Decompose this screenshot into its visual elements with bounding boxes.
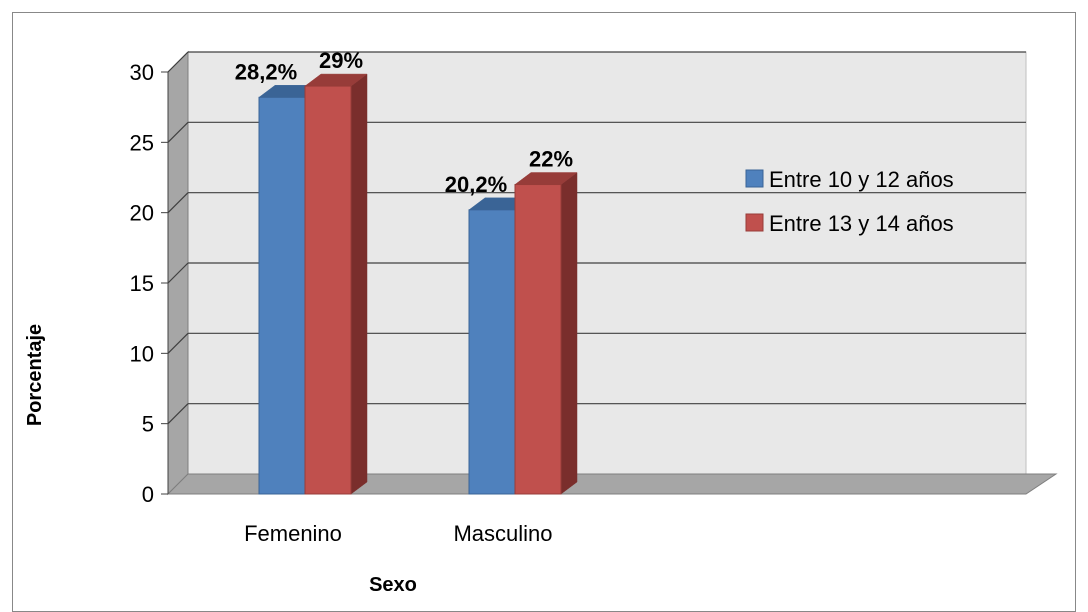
y-tick-label: 5 [142, 412, 154, 437]
data-label: 22% [529, 147, 573, 172]
gridline-side [167, 332, 189, 354]
bar-0-1 [468, 209, 516, 495]
bar-0-0 [258, 96, 306, 495]
gridline-side [167, 262, 189, 284]
gridline-side [167, 192, 189, 214]
y-tick-label: 30 [130, 60, 154, 85]
chart-frame: 0 5 10 15 20 25 30 28,2% 29% Femenino 20,2% 22% Masc… [12, 12, 1076, 612]
bar-side [560, 172, 578, 495]
data-label: 29% [319, 48, 363, 73]
y-tick-label: 0 [142, 482, 154, 507]
bar-side [350, 73, 368, 495]
data-label: 20,2% [445, 172, 507, 197]
y-tick-label: 20 [130, 201, 154, 226]
floor [166, 473, 1058, 495]
legend-label: Entre 13 y 14 años [769, 211, 954, 236]
gridline-side [167, 403, 189, 425]
gridline-side [167, 51, 189, 73]
legend-swatch [745, 213, 764, 232]
y-tick-label: 10 [130, 341, 154, 366]
x-axis-title: Sexo [369, 574, 417, 595]
bar-1-0 [304, 85, 352, 495]
gridline-side [167, 121, 189, 143]
y-axis-title: Porcentaje [24, 324, 46, 426]
y-tick-label: 15 [130, 271, 154, 296]
legend-label: Entre 10 y 12 años [769, 167, 954, 192]
y-tick-label: 25 [130, 130, 154, 155]
data-label: 28,2% [235, 59, 297, 84]
bar-chart: 0 5 10 15 20 25 30 28,2% 29% Femenino 20,2% 22% Masc… [24, 48, 1058, 595]
bar-1-1 [514, 184, 562, 495]
x-category-label: Masculino [453, 521, 552, 546]
legend-swatch [745, 169, 764, 188]
x-category-label: Femenino [244, 521, 342, 546]
